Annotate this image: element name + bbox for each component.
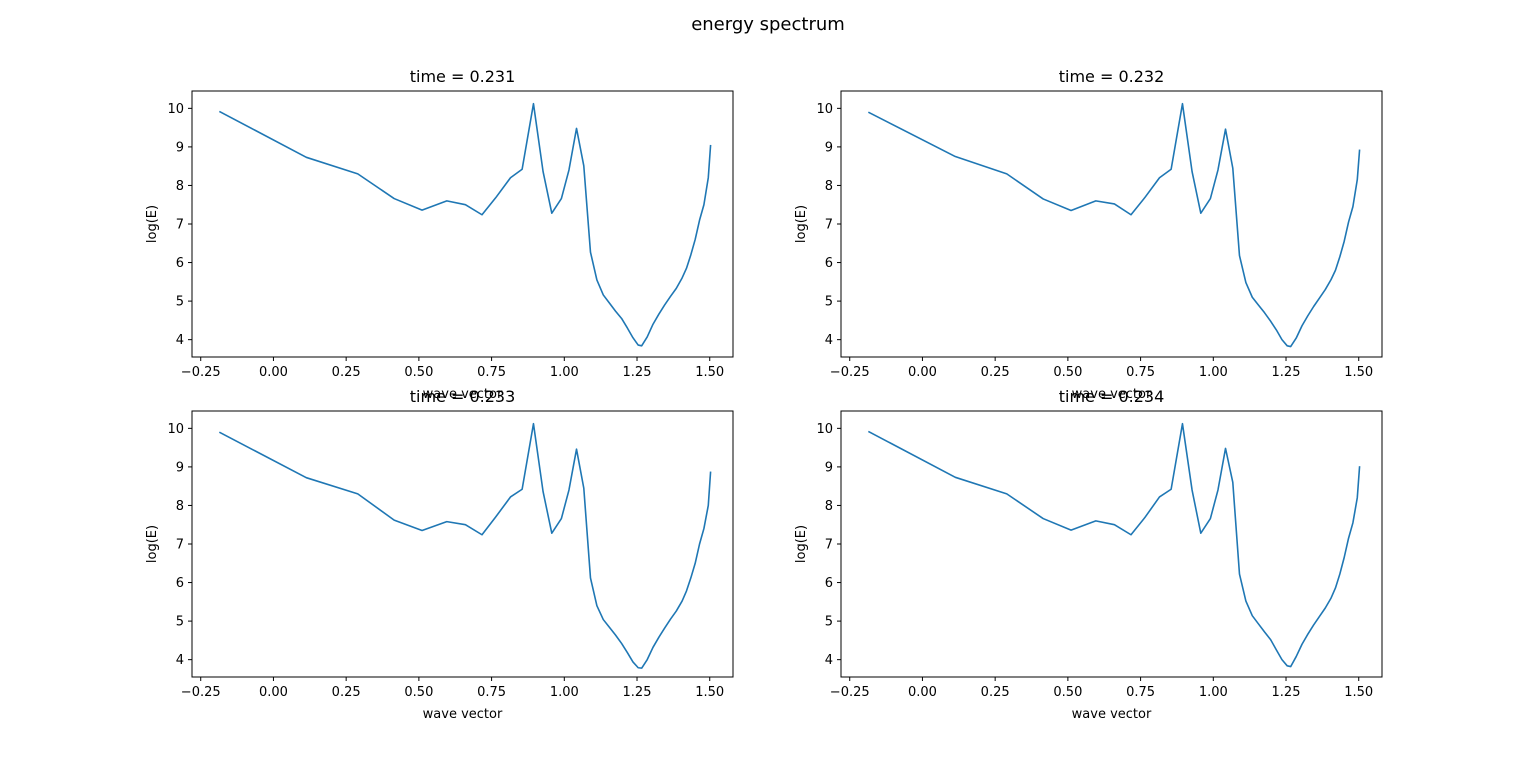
x-tick-label: 0.50 (404, 685, 433, 700)
x-tick-label: 1.25 (1272, 685, 1301, 700)
y-tick-label: 7 (176, 538, 184, 553)
axes-frame (191, 90, 734, 358)
x-tick-label: 0.25 (332, 685, 361, 700)
subplot-1: −0.25 0.00 0.25 0.50 0.75 1.00 1.25 1.50 4 5 6 7 8 9 1… (145, 67, 734, 402)
x-axis-label: wave vector (423, 707, 503, 722)
y-tick-label: 9 (825, 140, 833, 155)
y-tick-label: 7 (825, 538, 833, 553)
y-axis-label: log(E) (794, 525, 809, 563)
y-tick-label: 7 (176, 218, 184, 233)
x-tick-label: 0.25 (981, 685, 1010, 700)
y-tick-label: 4 (825, 653, 833, 668)
x-axis-label: wave vector (1072, 387, 1152, 402)
series-line-1 (218, 422, 712, 669)
x-tick-label: −0.25 (830, 365, 870, 380)
x-tick-label: 1.50 (695, 685, 724, 700)
x-tick-label: 0.00 (908, 365, 937, 380)
y-tick-label: 9 (176, 140, 184, 155)
y-tick-label: 10 (816, 102, 833, 117)
subplot-4: −0.25 0.00 0.25 0.50 0.75 1.00 1.25 1.50 4 5 6 7 8 9 1… (794, 387, 1383, 722)
y-tick-label: 10 (167, 102, 184, 117)
subplot-title: time = 0.234 (1059, 387, 1165, 406)
y-tick-label: 6 (176, 256, 184, 271)
x-axis-label: wave vector (1072, 707, 1152, 722)
y-axis-label: log(E) (145, 205, 160, 243)
y-tick-label: 8 (825, 179, 833, 194)
figure-suptitle: energy spectrum (691, 14, 845, 35)
x-tick-label: 0.50 (404, 365, 433, 380)
axes-frame (840, 90, 1383, 358)
x-tick-label: 0.00 (908, 685, 937, 700)
series-line-1 (218, 102, 712, 347)
y-axis-label: log(E) (145, 525, 160, 563)
x-tick-label: 1.50 (1344, 685, 1373, 700)
subplot-title: time = 0.231 (410, 67, 516, 86)
x-tick-label: 0.75 (1126, 365, 1155, 380)
y-tick-label: 6 (176, 576, 184, 591)
y-tick-label: 10 (167, 422, 184, 437)
series-line-1 (867, 422, 1361, 668)
x-tick-label: 1.00 (550, 365, 579, 380)
x-tick-label: 0.25 (332, 365, 361, 380)
y-tick-label: 6 (825, 576, 833, 591)
y-tick-label: 8 (176, 499, 184, 514)
subplot-grid: −0.25 0.00 0.25 0.50 0.75 1.00 1.25 1.50 4 5 6 7 8 9 1… (145, 67, 1383, 722)
x-tick-label: 0.50 (1053, 685, 1082, 700)
y-tick-label: 4 (825, 333, 833, 348)
x-tick-label: 1.25 (623, 365, 652, 380)
y-tick-label: 5 (176, 615, 184, 630)
y-tick-label: 6 (825, 256, 833, 271)
y-tick-label: 7 (825, 218, 833, 233)
y-tick-label: 5 (825, 615, 833, 630)
x-tick-label: 1.50 (695, 365, 724, 380)
x-tick-label: 0.50 (1053, 365, 1082, 380)
y-tick-label: 9 (176, 460, 184, 475)
subplot-3: −0.25 0.00 0.25 0.50 0.75 1.00 1.25 1.50 4 5 6 7 8 9 1… (145, 387, 734, 722)
x-tick-label: 0.75 (477, 365, 506, 380)
series-line-1 (867, 102, 1361, 348)
x-tick-label: 0.75 (477, 685, 506, 700)
y-tick-label: 10 (816, 422, 833, 437)
y-tick-label: 9 (825, 460, 833, 475)
x-tick-label: 1.00 (1199, 685, 1228, 700)
x-axis-label: wave vector (423, 387, 503, 402)
x-tick-label: 0.75 (1126, 685, 1155, 700)
x-tick-label: 0.25 (981, 365, 1010, 380)
y-tick-label: 5 (825, 295, 833, 310)
y-axis-label: log(E) (794, 205, 809, 243)
x-tick-label: 1.00 (1199, 365, 1228, 380)
y-tick-label: 4 (176, 653, 184, 668)
axes-frame (191, 410, 734, 678)
subplot-title: time = 0.233 (410, 387, 516, 406)
x-tick-label: 1.00 (550, 685, 579, 700)
x-tick-label: −0.25 (181, 685, 221, 700)
y-tick-label: 8 (825, 499, 833, 514)
x-tick-label: −0.25 (830, 685, 870, 700)
subplot-2: −0.25 0.00 0.25 0.50 0.75 1.00 1.25 1.50 4 5 6 7 8 9 1… (794, 67, 1383, 402)
x-tick-label: 1.25 (1272, 365, 1301, 380)
x-tick-label: 1.50 (1344, 365, 1373, 380)
x-tick-label: 0.00 (259, 365, 288, 380)
x-tick-label: 0.00 (259, 685, 288, 700)
subplot-title: time = 0.232 (1059, 67, 1165, 86)
y-tick-label: 4 (176, 333, 184, 348)
axes-frame (840, 410, 1383, 678)
x-tick-label: −0.25 (181, 365, 221, 380)
x-tick-label: 1.25 (623, 685, 652, 700)
y-tick-label: 5 (176, 295, 184, 310)
y-tick-label: 8 (176, 179, 184, 194)
